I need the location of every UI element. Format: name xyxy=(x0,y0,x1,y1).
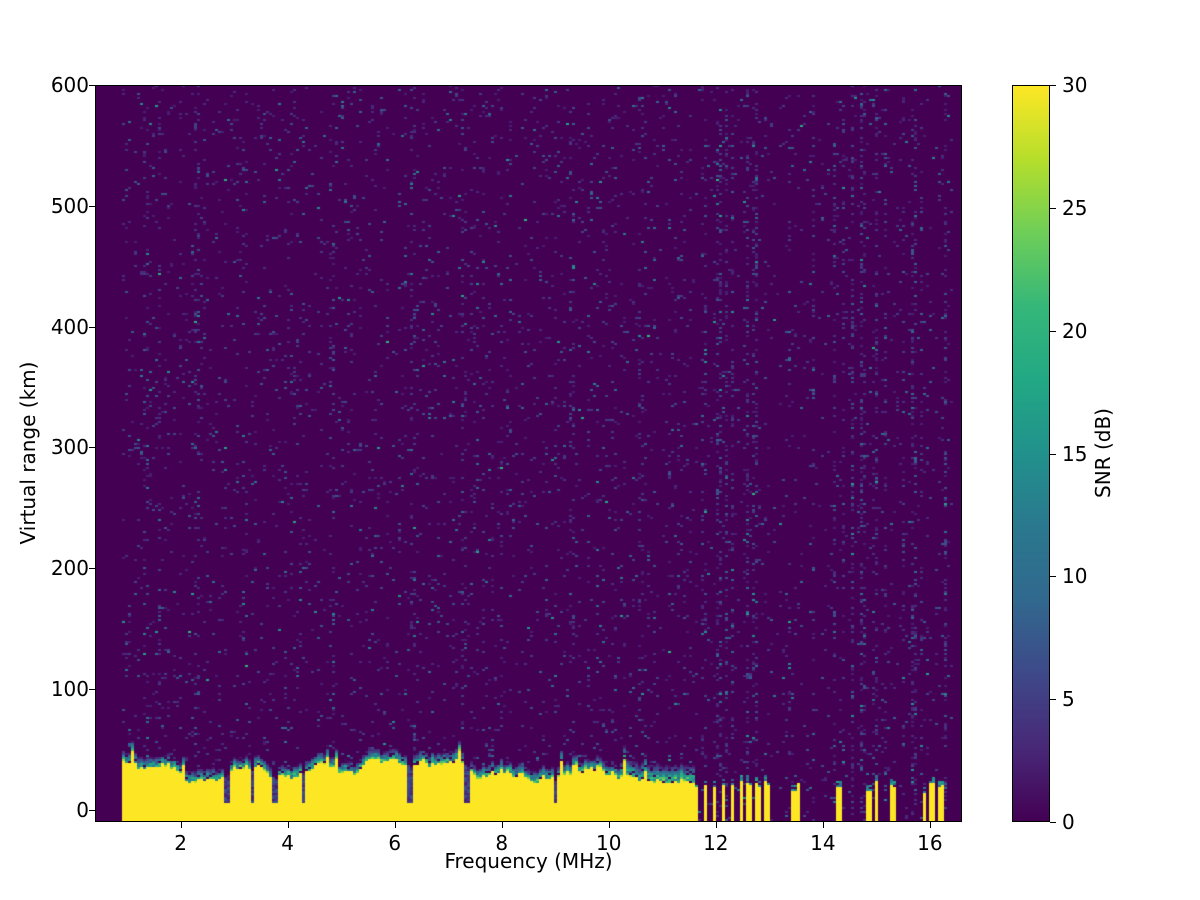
x-tick-mark xyxy=(287,822,289,828)
y-tick-mark xyxy=(89,205,95,207)
x-tick-label: 8 xyxy=(495,831,509,855)
colorbar-tick-label: 5 xyxy=(1062,687,1075,712)
y-tick-label: 500 xyxy=(50,193,89,218)
y-tick-label: 400 xyxy=(50,314,89,339)
x-tick-mark xyxy=(715,822,717,828)
x-axis-label: Frequency (MHz) xyxy=(444,849,613,873)
colorbar-tick-mark xyxy=(1050,576,1056,578)
x-tick-label: 6 xyxy=(388,831,402,855)
colorbar-tick-label: 20 xyxy=(1062,318,1088,343)
colorbar-tick-label: 10 xyxy=(1062,564,1088,589)
colorbar-tick-label: 30 xyxy=(1062,73,1088,97)
x-tick-label: 14 xyxy=(810,831,836,855)
x-tick-label: 2 xyxy=(174,831,187,855)
colorbar-tick-mark xyxy=(1050,207,1056,209)
y-tick-label: 0 xyxy=(76,797,89,822)
y-tick-mark xyxy=(89,689,95,691)
y-tick-mark xyxy=(89,447,95,449)
x-tick-mark xyxy=(929,822,931,828)
colorbar-tick-mark xyxy=(1050,699,1056,701)
colorbar-tick-label: 25 xyxy=(1062,195,1088,220)
colorbar-tick-label: 0 xyxy=(1062,810,1075,834)
y-tick-mark xyxy=(89,326,95,328)
colorbar xyxy=(1012,85,1050,822)
ionogram-heatmap xyxy=(95,85,962,822)
y-tick-label: 300 xyxy=(50,435,89,460)
x-tick-label: 4 xyxy=(281,831,295,855)
x-tick-mark xyxy=(394,822,396,828)
x-tick-mark xyxy=(180,822,182,828)
x-tick-mark xyxy=(501,822,503,828)
y-tick-label: 200 xyxy=(50,556,89,581)
y-tick-mark xyxy=(89,809,95,811)
x-tick-label: 10 xyxy=(596,831,622,855)
colorbar-tick-mark xyxy=(1050,330,1056,332)
y-tick-label: 600 xyxy=(50,73,89,97)
colorbar-tick-mark xyxy=(1050,85,1056,86)
colorbar-tick-label: 15 xyxy=(1062,441,1088,466)
x-tick-label: 16 xyxy=(917,831,943,855)
y-tick-mark xyxy=(89,85,95,86)
x-tick-label: 12 xyxy=(703,831,729,855)
x-tick-mark xyxy=(822,822,824,828)
y-tick-mark xyxy=(89,568,95,570)
colorbar-label: SNR (dB) xyxy=(1091,408,1115,498)
colorbar-tick-mark xyxy=(1050,822,1056,823)
y-tick-label: 100 xyxy=(50,677,89,702)
x-tick-mark xyxy=(608,822,610,828)
colorbar-tick-mark xyxy=(1050,453,1056,455)
